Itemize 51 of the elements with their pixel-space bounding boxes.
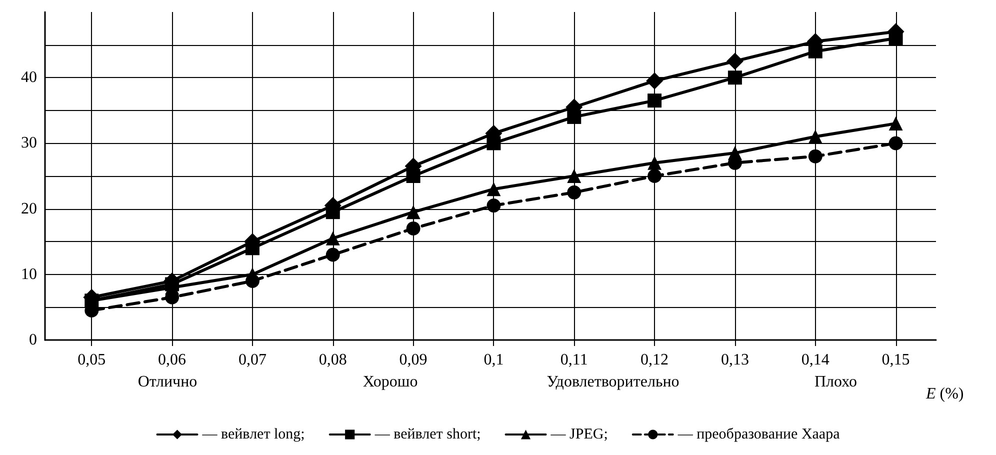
text: Хорошо — [362, 374, 418, 390]
point — [888, 116, 903, 131]
point — [808, 149, 822, 164]
point — [648, 169, 662, 183]
point — [888, 136, 903, 150]
point — [808, 130, 822, 144]
legend-label: — JPEG; — [550, 426, 608, 442]
point — [406, 221, 420, 236]
point — [808, 44, 822, 58]
point — [326, 231, 340, 246]
x-tick-label: 0,09 — [399, 352, 428, 368]
x-tick-label: 0,14 — [801, 352, 830, 368]
point — [326, 205, 340, 220]
text: Отлично — [138, 374, 198, 390]
legend-label: — вейвлет short; — [374, 426, 481, 442]
point — [406, 169, 420, 183]
point — [888, 31, 903, 46]
legend-label: — преобразование Хаара — [676, 426, 840, 442]
x-tick-label: 0,07 — [238, 352, 266, 368]
point — [728, 70, 742, 85]
point — [486, 182, 501, 196]
x-tick-label: 0,06 — [158, 352, 186, 368]
point — [648, 94, 662, 108]
x-tick-label: 0,1 — [484, 352, 504, 368]
point — [646, 72, 664, 90]
point — [486, 136, 501, 150]
text: Удовлетворительно — [546, 374, 680, 390]
x-tick-label: 0,12 — [640, 352, 669, 368]
y-tick-label: 20 — [21, 200, 37, 218]
x-tick-label: 0,11 — [560, 352, 588, 368]
point — [648, 156, 662, 170]
x-axis-title: E (%) — [925, 386, 964, 402]
point — [726, 52, 744, 70]
text: Плохо — [814, 374, 858, 390]
point — [326, 248, 340, 262]
point — [406, 205, 420, 220]
y-tick-label: 10 — [21, 266, 37, 283]
point — [486, 198, 501, 213]
x-tick-label: 0,08 — [318, 352, 347, 368]
point — [567, 185, 582, 200]
x-tick-label: 0,15 — [882, 352, 910, 368]
point — [245, 274, 260, 288]
point — [567, 110, 582, 124]
legend-label: — вейвлет long; — [201, 426, 305, 442]
x-tick-label: 0,05 — [78, 352, 106, 368]
point — [245, 241, 260, 256]
x-tick-label: 0,13 — [720, 352, 749, 368]
point — [567, 169, 582, 183]
y-tick-label: 0 — [29, 332, 37, 348]
y-tick-label: 30 — [21, 134, 37, 152]
y-tick-label: 40 — [21, 69, 37, 86]
